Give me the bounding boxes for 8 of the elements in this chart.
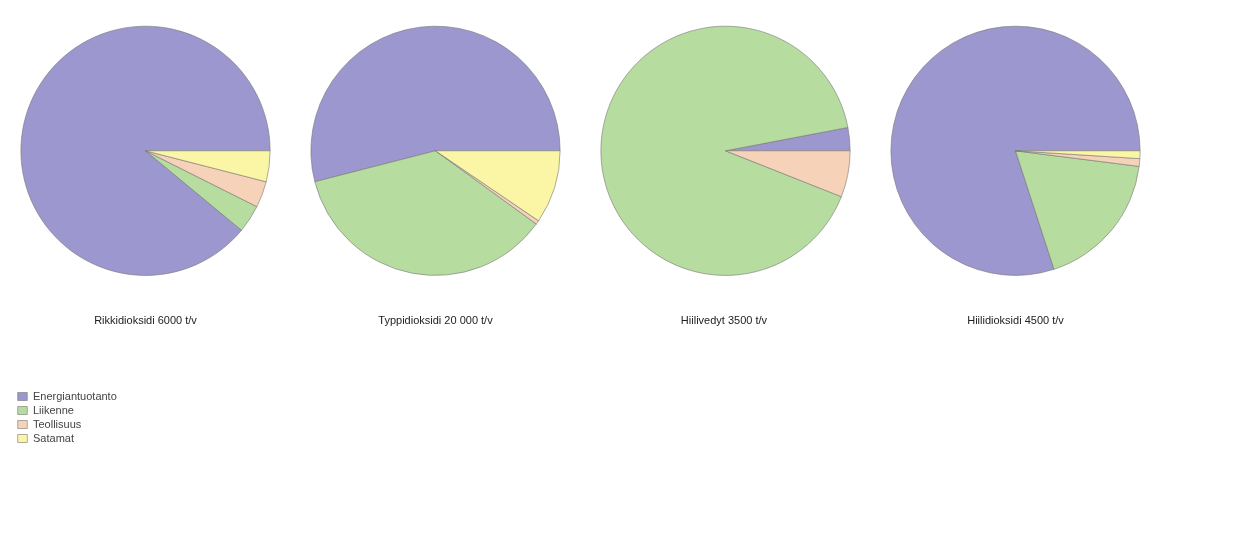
legend-label: Liikenne (33, 404, 74, 416)
legend-label: Energiantuotanto (33, 390, 117, 402)
text: Typpidioksidi 20 000 t/v (378, 314, 494, 327)
text: Hiilidioksidi 4500 t/v (967, 314, 1065, 327)
text: Rikkidioksidi 6000 t/v (94, 314, 198, 327)
text: Hiilivedyt 3500 t/v (680, 314, 768, 327)
legend-label: Satamat (33, 432, 74, 444)
legend-label: Teollisuus (33, 418, 82, 430)
